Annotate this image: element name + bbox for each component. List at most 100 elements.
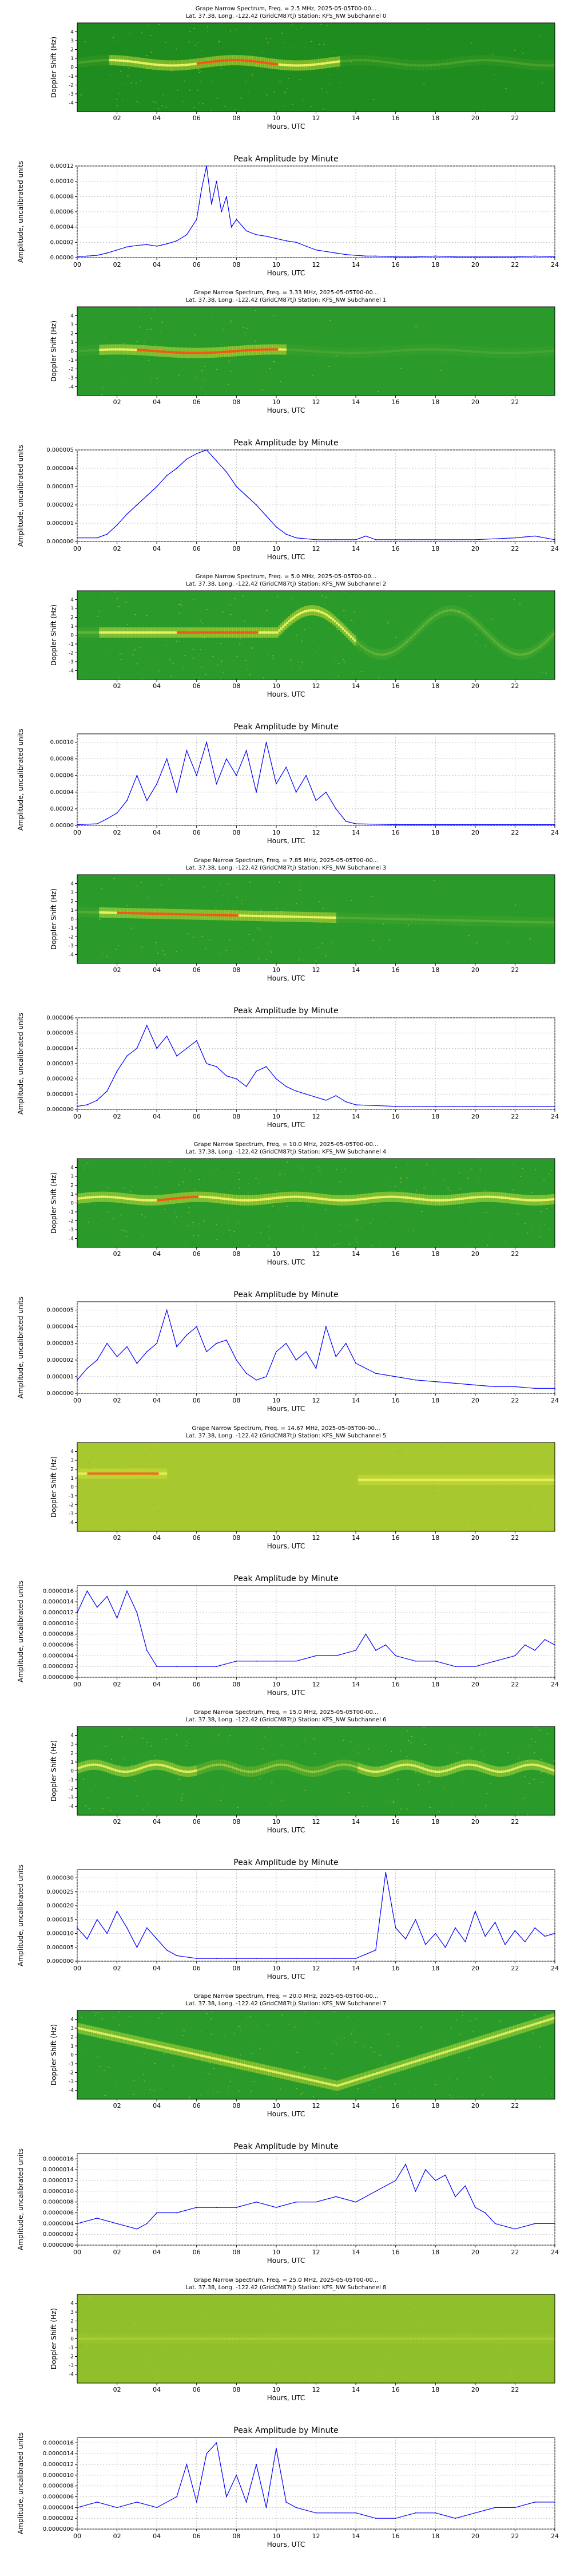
spectrogram-noise (89, 1455, 91, 1456)
spectrogram-trace (437, 1479, 440, 1481)
spectrogram-trace (411, 64, 414, 66)
spectrogram-noise (297, 661, 299, 662)
spectrogram-noise (316, 958, 317, 960)
spectrogram-band (413, 914, 416, 925)
spectrogram-noise (85, 1499, 87, 1501)
spectrogram-trace (188, 1196, 191, 1199)
spectrogram-band (433, 914, 436, 925)
spectrogram-noise (527, 1760, 529, 1761)
spectrogram-noise (462, 1777, 464, 1779)
spectrogram-trace (441, 919, 444, 922)
spectrogram-noise (82, 1779, 84, 1780)
spectrogram-noise (273, 361, 275, 362)
spectrogram-trace (158, 1472, 161, 1475)
spectrogram-trace (248, 1199, 251, 1202)
amplitude-xtick-label: 16 (392, 261, 400, 268)
spectrogram-band (475, 346, 478, 357)
spectrogram-trace (312, 63, 315, 66)
spectrogram-band (284, 1760, 287, 1771)
spectrogram-trace (364, 351, 367, 354)
spectrogram-noise (229, 1208, 231, 1209)
spectrogram-noise (200, 649, 201, 650)
amplitude-point (186, 234, 188, 235)
spectrogram-trace (533, 351, 535, 354)
spectrogram-trace (378, 1479, 380, 1481)
spectrogram-noise (168, 878, 170, 880)
amplitude-point (136, 1048, 138, 1049)
amplitude-point (236, 775, 237, 776)
spectrogram-trace (509, 920, 512, 923)
spectrogram-noise (136, 101, 138, 102)
amplitude-point (106, 1091, 108, 1092)
spectrogram-panel: Grape Narrow Spectrum, Freq. = 14.67 MHz… (50, 1425, 555, 1550)
spectrogram-xtick-label: 04 (153, 1250, 161, 1258)
spectrogram-trace (182, 64, 185, 66)
spectrogram-trace (79, 1766, 82, 1769)
spectrogram-band (356, 637, 359, 647)
amplitude-xtick-label: 04 (153, 1113, 161, 1120)
spectrogram-noise (144, 342, 145, 344)
spectrogram-trace (126, 1770, 130, 1773)
spectrogram-noise (463, 957, 465, 958)
spectrogram-trace (117, 1196, 120, 1199)
amplitude-point (514, 1655, 516, 1657)
spectrogram-noise (491, 618, 493, 620)
spectrogram-noise (198, 72, 200, 73)
spectrogram-trace (519, 653, 522, 656)
spectrogram-trace (333, 61, 336, 64)
spectrogram-trace (192, 631, 195, 634)
spectrogram-band (477, 346, 480, 357)
spectrogram-band (459, 345, 462, 356)
spectrogram-trace (238, 59, 241, 62)
spectrogram-noise (390, 1216, 391, 1217)
amplitude-ytick-label: 0.000003 (46, 1061, 74, 1067)
spectrogram-panel: Grape Narrow Spectrum, Freq. = 3.33 MHz,… (50, 290, 555, 414)
spectrogram-trace (111, 1196, 114, 1199)
spectrogram-xtick-label: 04 (153, 682, 161, 690)
spectrogram-noise (193, 1235, 195, 1236)
spectrogram-noise (406, 1756, 407, 1757)
spectrogram-noise (124, 1187, 125, 1189)
spectrogram-trace (423, 1768, 426, 1771)
spectrogram-noise (339, 1231, 341, 1232)
spectrogram-band (475, 618, 478, 629)
spectrogram-band (541, 639, 543, 650)
spectrogram-band (324, 346, 327, 357)
spectrogram-trace (165, 631, 168, 634)
spectrogram-band (298, 345, 301, 355)
spectrogram-trace (387, 1768, 390, 1771)
spectrogram-trace (337, 623, 340, 626)
spectrogram-noise (440, 370, 442, 371)
spectrogram-xtick-label: 04 (153, 398, 161, 406)
spectrogram-trace (111, 348, 114, 351)
spectrogram-noise (314, 1753, 316, 1754)
spectrogram-trace (398, 918, 400, 920)
spectrogram-noise (332, 942, 334, 943)
spectrogram-trace (499, 351, 502, 354)
spectrogram-trace (547, 1479, 550, 1481)
spectrogram-trace (290, 1195, 293, 1198)
amplitude-point (210, 203, 212, 205)
spectrogram-heatmap (77, 591, 555, 679)
spectrogram-band (447, 605, 450, 616)
spectrogram-noise (414, 1787, 415, 1789)
spectrogram-trace (391, 1766, 394, 1769)
spectrogram-noise (358, 650, 360, 651)
spectrogram-trace (264, 1767, 267, 1770)
spectrogram-trace (196, 913, 199, 916)
spectrogram-xtick-label: 02 (113, 966, 121, 974)
spectrogram-trace (142, 631, 145, 634)
spectrogram-trace (417, 1765, 420, 1768)
amplitude-point (285, 1086, 287, 1087)
spectrogram-trace (173, 631, 176, 634)
spectrogram-noise (319, 44, 320, 45)
amplitude-point (146, 1025, 148, 1026)
spectrogram-noise (207, 31, 209, 32)
amplitude-point (256, 234, 257, 235)
spectrogram-trace (375, 1196, 378, 1199)
spectrogram-noise (332, 621, 333, 622)
spectrogram-trace (83, 61, 86, 64)
spectrogram-noise (467, 1761, 469, 1763)
spectrogram-trace (509, 1197, 512, 1200)
spectrogram-noise (254, 629, 256, 631)
